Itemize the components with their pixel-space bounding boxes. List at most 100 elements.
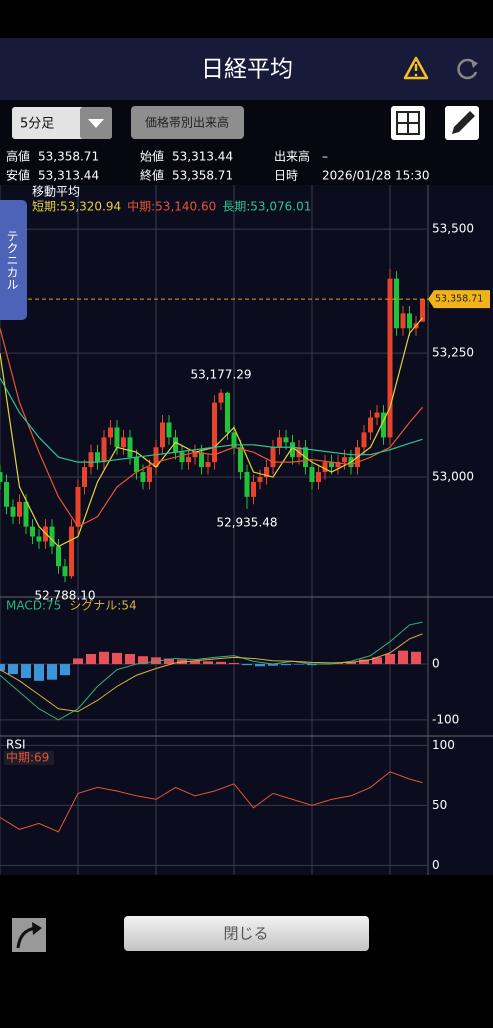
histogram-bar: [242, 664, 252, 666]
candle-body: [238, 447, 243, 473]
candle-body: [75, 486, 81, 527]
y-tick-label: 53,000: [432, 470, 474, 484]
candle-body: [69, 526, 74, 577]
price-tag-label: 53,358.71: [435, 294, 483, 305]
candle-body: [30, 526, 35, 537]
histogram-bar: [346, 661, 356, 665]
indicator-line: [0, 621, 423, 721]
side-tab[interactable]: テクニカル: [0, 200, 27, 320]
candle-body: [244, 472, 250, 497]
candle-body: [179, 452, 185, 463]
histogram-bar: [255, 664, 265, 667]
volume-profile-button[interactable]: 価格帯別出来高: [131, 106, 244, 139]
y-tick-label: 53,500: [432, 222, 474, 236]
histogram-bar: [411, 651, 421, 665]
close-button[interactable]: 閉じる: [124, 916, 369, 951]
histogram-bar: [398, 650, 408, 665]
chart-area: [0, 185, 493, 875]
price-tag: [428, 290, 490, 309]
info-label: 安値: [6, 168, 30, 183]
candle-body: [394, 278, 399, 329]
layout-button[interactable]: [391, 106, 425, 140]
candle-body: [0, 472, 3, 482]
histogram-bar: [307, 664, 317, 666]
candle-body: [4, 481, 9, 507]
candle-body: [361, 432, 367, 448]
extreme-label: 52,788.10: [34, 589, 95, 603]
candle-body: [160, 422, 165, 448]
histogram-bar: [216, 661, 226, 665]
candle-body: [101, 437, 107, 463]
title: 日経平均: [201, 57, 293, 83]
histogram-bar: [86, 653, 96, 665]
candle-body: [17, 501, 22, 517]
histogram-bar: [99, 651, 109, 665]
back-icon[interactable]: [12, 918, 46, 952]
candle-body: [270, 447, 276, 468]
histogram-bar: [138, 656, 148, 665]
histogram-bar: [60, 664, 70, 676]
histogram-bar: [112, 652, 122, 665]
candle-body: [251, 481, 256, 497]
extreme-label: 52,935.48: [216, 516, 277, 530]
info-label: 出来高: [274, 149, 310, 164]
candle-body: [10, 506, 16, 517]
candle-body: [225, 392, 230, 433]
info-value: 53,313.44: [38, 169, 99, 183]
info-label: 高値: [6, 149, 30, 164]
y-tick-label: 100: [432, 738, 455, 752]
y-tick-label: 50: [432, 798, 447, 812]
interval-dropdown[interactable]: 5分足: [12, 107, 112, 139]
candle-body: [368, 417, 373, 433]
info-label: 始値: [140, 149, 164, 164]
indicator-line: [0, 771, 423, 833]
histogram-bar: [372, 657, 382, 665]
histogram-bar: [294, 664, 304, 665]
candle-body: [62, 566, 68, 577]
candle-body: [88, 452, 94, 468]
histogram-bar: [203, 661, 213, 665]
candle-body: [153, 447, 159, 468]
candle-body: [134, 457, 139, 473]
interval-label: 5分足: [20, 117, 54, 132]
candle-body: [23, 501, 29, 527]
info-label: 終値: [140, 168, 164, 183]
info-value: –: [322, 150, 328, 164]
histogram-bar: [190, 660, 200, 665]
info-value: 53,358.71: [38, 150, 99, 164]
warning-icon[interactable]: [403, 56, 429, 80]
histogram-bar: [47, 664, 57, 680]
candle-body: [166, 422, 172, 438]
refresh-icon[interactable]: [457, 58, 478, 80]
histogram-bar: [268, 664, 278, 666]
info-value: 53,313.44: [172, 150, 233, 164]
candle-body: [400, 313, 406, 329]
legend-label: 中期:69: [6, 750, 49, 765]
candle-body: [140, 472, 146, 482]
candle-body: [218, 392, 224, 403]
y-tick-label: 53,250: [432, 346, 474, 360]
y-tick-label: 0: [432, 858, 440, 872]
moving-average-line: [0, 328, 423, 528]
candle-body: [290, 442, 295, 458]
candle-body: [114, 427, 120, 448]
candle-body: [329, 462, 334, 468]
histogram-bar: [21, 664, 31, 679]
candle-body: [186, 457, 191, 463]
info-value: 2026/01/28 15:30: [322, 169, 430, 183]
histogram-bar: [359, 659, 369, 665]
candle-body: [342, 457, 347, 463]
histogram-bar: [229, 662, 239, 665]
candle-body: [36, 536, 42, 542]
candle-body: [121, 437, 126, 448]
indicator-title: 移動平均: [32, 185, 80, 199]
legend-label: 長期:53,076.01: [222, 200, 311, 214]
histogram-bar: [164, 658, 174, 665]
candle-body: [49, 526, 55, 547]
histogram-bar: [385, 653, 395, 665]
histogram-bar: [151, 657, 161, 665]
histogram-bar: [0, 664, 5, 671]
draw-button[interactable]: [445, 106, 479, 140]
moving-average-line: [0, 377, 423, 463]
